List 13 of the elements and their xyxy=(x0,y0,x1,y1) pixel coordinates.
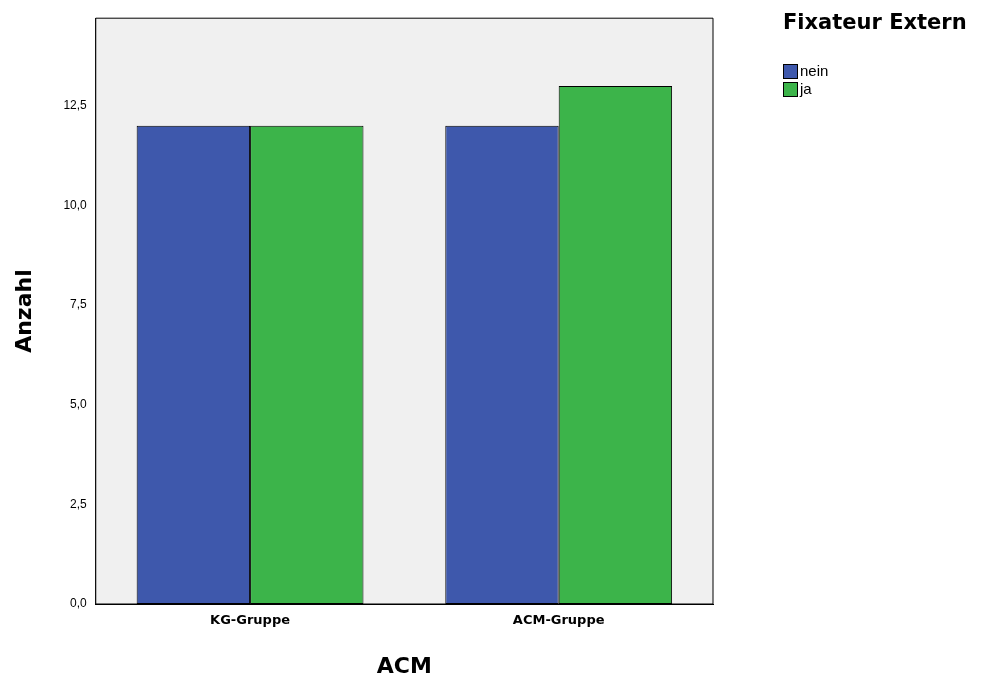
x-tick-label: KG-Gruppe xyxy=(210,612,291,628)
legend-title: Fixateur Extern xyxy=(783,10,967,34)
y-tick-label: 12,5 xyxy=(63,98,88,113)
x-tick-label: ACM-Gruppe xyxy=(512,612,605,628)
x-axis-title: ACM xyxy=(376,652,432,678)
y-tick-label: 7,5 xyxy=(70,297,88,312)
legend-label: ja xyxy=(800,80,812,98)
y-tick-label: 0,0 xyxy=(70,596,88,611)
y-tick-label: 10,0 xyxy=(63,197,88,212)
y-axis-title: Anzahl xyxy=(10,269,36,353)
y-tick-label: 2,5 xyxy=(70,496,88,511)
legend-label: nein xyxy=(800,62,829,80)
y-tick-label: 5,0 xyxy=(70,397,88,412)
